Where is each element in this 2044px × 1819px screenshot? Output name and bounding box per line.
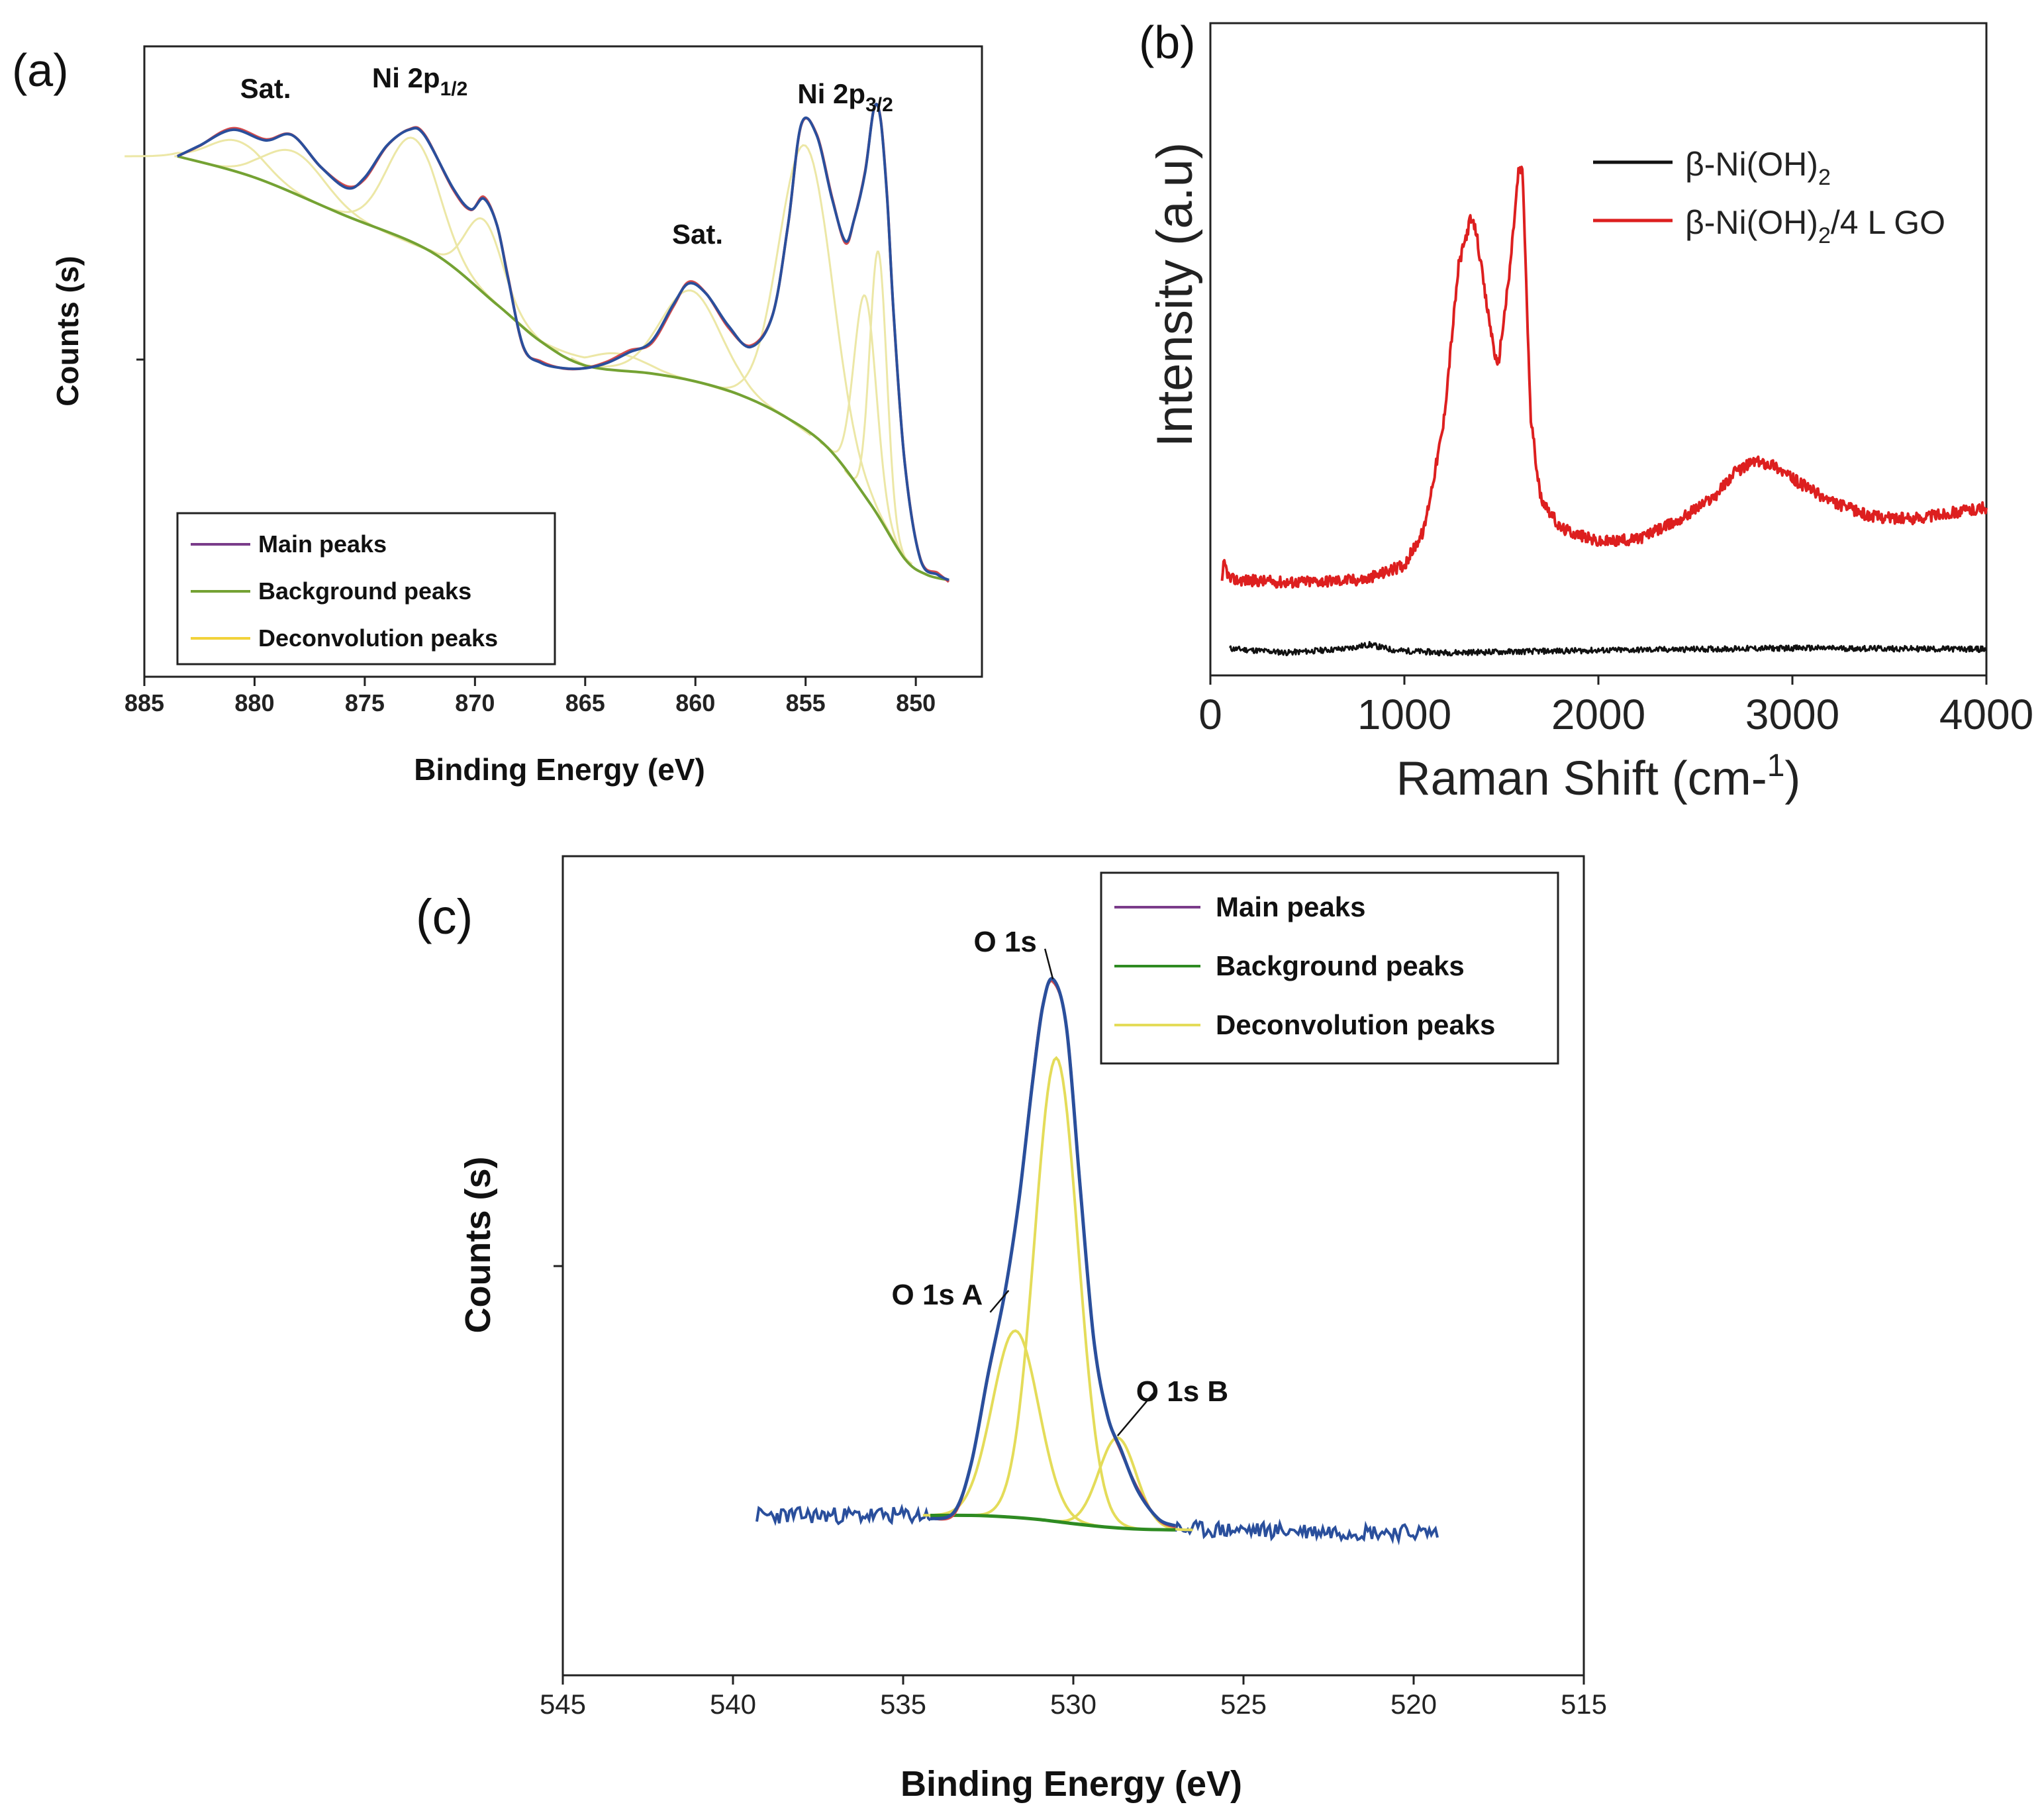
deconvolution-peak [308, 136, 519, 323]
x-tick-label: 880 [234, 689, 274, 716]
x-tick-label: 545 [540, 1689, 586, 1720]
peak-annotation: Ni 2p3/2 [797, 78, 893, 116]
main-fit-line [930, 977, 1177, 1528]
panel-b-legend: β-Ni(OH)2 β-Ni(OH)2/4 L GO [1593, 146, 1945, 248]
deconvolution-peak [844, 250, 913, 565]
panel-c-x-ticks: 545 540 535 530 525 520 515 [540, 1675, 1607, 1720]
panel-c-legend-main: Main peaks [1216, 891, 1365, 922]
deconvolution-peak [570, 289, 812, 436]
panel-c-raw-curve [755, 1503, 1439, 1546]
panel-b-legend-ni-oh2-go: β-Ni(OH)2/4 L GO [1685, 204, 1945, 248]
x-tick-label: 870 [455, 689, 495, 716]
annotation-leader-line [1116, 1390, 1157, 1437]
x-tick-label: 540 [710, 1689, 756, 1720]
panel-b-series [1220, 166, 1988, 657]
deconvolution-peak [505, 311, 731, 393]
peak-annotation: O 1s A [892, 1279, 983, 1311]
panel-b-raman: (b) 0 1000 2000 3000 4000 Raman Shift (cm-1)… [1139, 17, 2033, 805]
panel-a-legend: Main peaks Background peaks Deconvolutio… [176, 512, 556, 665]
panel-c-label: (c) [416, 889, 473, 944]
panel-c-annotations: O 1s O 1s A O 1s B [892, 926, 1228, 1437]
raw-data-line [177, 103, 950, 583]
x-tick-label: 4000 [1939, 691, 2033, 738]
annotation-leader-line [989, 1290, 1010, 1313]
x-tick-label: 0 [1198, 691, 1222, 738]
raman-series-line [1228, 640, 1987, 657]
panel-a-main-curve [177, 103, 950, 583]
background-line [930, 1513, 1176, 1532]
panel-a-label: (a) [12, 44, 69, 96]
deconvolution-peak [922, 1329, 1108, 1529]
panel-a-y-axis-label: Counts (s) [50, 256, 85, 406]
x-tick-label: 520 [1390, 1689, 1437, 1720]
panel-b-y-axis-label: Intensity (a.u) [1147, 142, 1203, 447]
x-tick-label: 515 [1561, 1689, 1607, 1720]
panel-c-legend: Main peaks Background peaks Deconvolutio… [1100, 871, 1559, 1065]
x-tick-label: 865 [565, 689, 605, 716]
panel-a-deconvolution-curves [124, 136, 913, 565]
panel-a-legend-box [176, 512, 556, 665]
panel-c-background-curve [930, 1513, 1176, 1532]
peak-annotation: Sat. [672, 219, 723, 250]
panel-c-x-axis-label: Binding Energy (eV) [900, 1764, 1242, 1804]
panel-c-legend-box [1100, 871, 1559, 1065]
panel-a-legend-main: Main peaks [258, 530, 387, 558]
deconvolution-peak [969, 1056, 1144, 1531]
panel-a-annotations: Sat. Ni 2p1/2 Sat. Ni 2p3/2 [240, 62, 893, 250]
annotation-leader-line [1044, 948, 1054, 979]
panel-c-legend-deconvolution: Deconvolution peaks [1216, 1009, 1495, 1040]
panel-a-plot-frame [143, 45, 983, 678]
panel-b-legend-ni-oh2: β-Ni(OH)2 [1685, 146, 1831, 190]
deconvolution-peak [700, 144, 911, 564]
raw-baseline-right [1174, 1518, 1439, 1546]
peak-annotation: Ni 2p1/2 [372, 62, 467, 100]
x-tick-label: 885 [124, 689, 164, 716]
deconvolution-peak [409, 217, 560, 352]
panel-b-x-axis-label: Raman Shift (cm-1) [1396, 748, 1801, 805]
deconvolution-peak [1042, 1436, 1193, 1532]
x-tick-label: 860 [675, 689, 715, 716]
deconvolution-peak [819, 294, 911, 564]
panel-a-legend-background: Background peaks [258, 577, 471, 605]
panel-b-label: (b) [1139, 17, 1196, 68]
x-tick-label: 3000 [1745, 691, 1839, 738]
x-tick-label: 2000 [1551, 691, 1645, 738]
panel-a-x-ticks: 885 880 875 870 865 860 855 850 [124, 677, 936, 716]
peak-annotation: O 1s [974, 926, 1037, 958]
peak-annotation: Sat. [240, 73, 291, 104]
background-line [177, 155, 949, 581]
x-tick-label: 1000 [1357, 691, 1451, 738]
x-tick-label: 875 [345, 689, 385, 716]
raw-baseline-left [755, 1503, 932, 1526]
panel-a-background-curve [177, 155, 949, 581]
x-tick-label: 530 [1050, 1689, 1096, 1720]
panel-a-xps-ni2p: (a) 885 880 875 870 865 860 855 850 Sat. Ni 2p1/… [12, 44, 983, 787]
peak-annotation: O 1s B [1136, 1375, 1228, 1408]
x-tick-label: 855 [786, 689, 826, 716]
panel-c-legend-background: Background peaks [1216, 950, 1465, 981]
panel-a-x-axis-label: Binding Energy (eV) [414, 752, 705, 787]
x-tick-label: 850 [896, 689, 936, 716]
panel-c-main-curve [930, 977, 1177, 1529]
panel-b-x-ticks: 0 1000 2000 3000 4000 [1198, 675, 2033, 738]
panel-a-legend-deconvolution: Deconvolution peaks [258, 624, 498, 652]
panel-c-y-axis-label: Counts (s) [458, 1157, 498, 1334]
raman-series-line [1220, 166, 1988, 589]
x-tick-label: 525 [1220, 1689, 1267, 1720]
x-tick-label: 535 [880, 1689, 926, 1720]
deconvolution-peak [124, 138, 350, 219]
panel-c-xps-o1s: (c) 545 540 535 530 525 520 515 O 1sO 1s AO 1s… [416, 855, 1607, 1804]
main-fit-line [177, 103, 949, 581]
